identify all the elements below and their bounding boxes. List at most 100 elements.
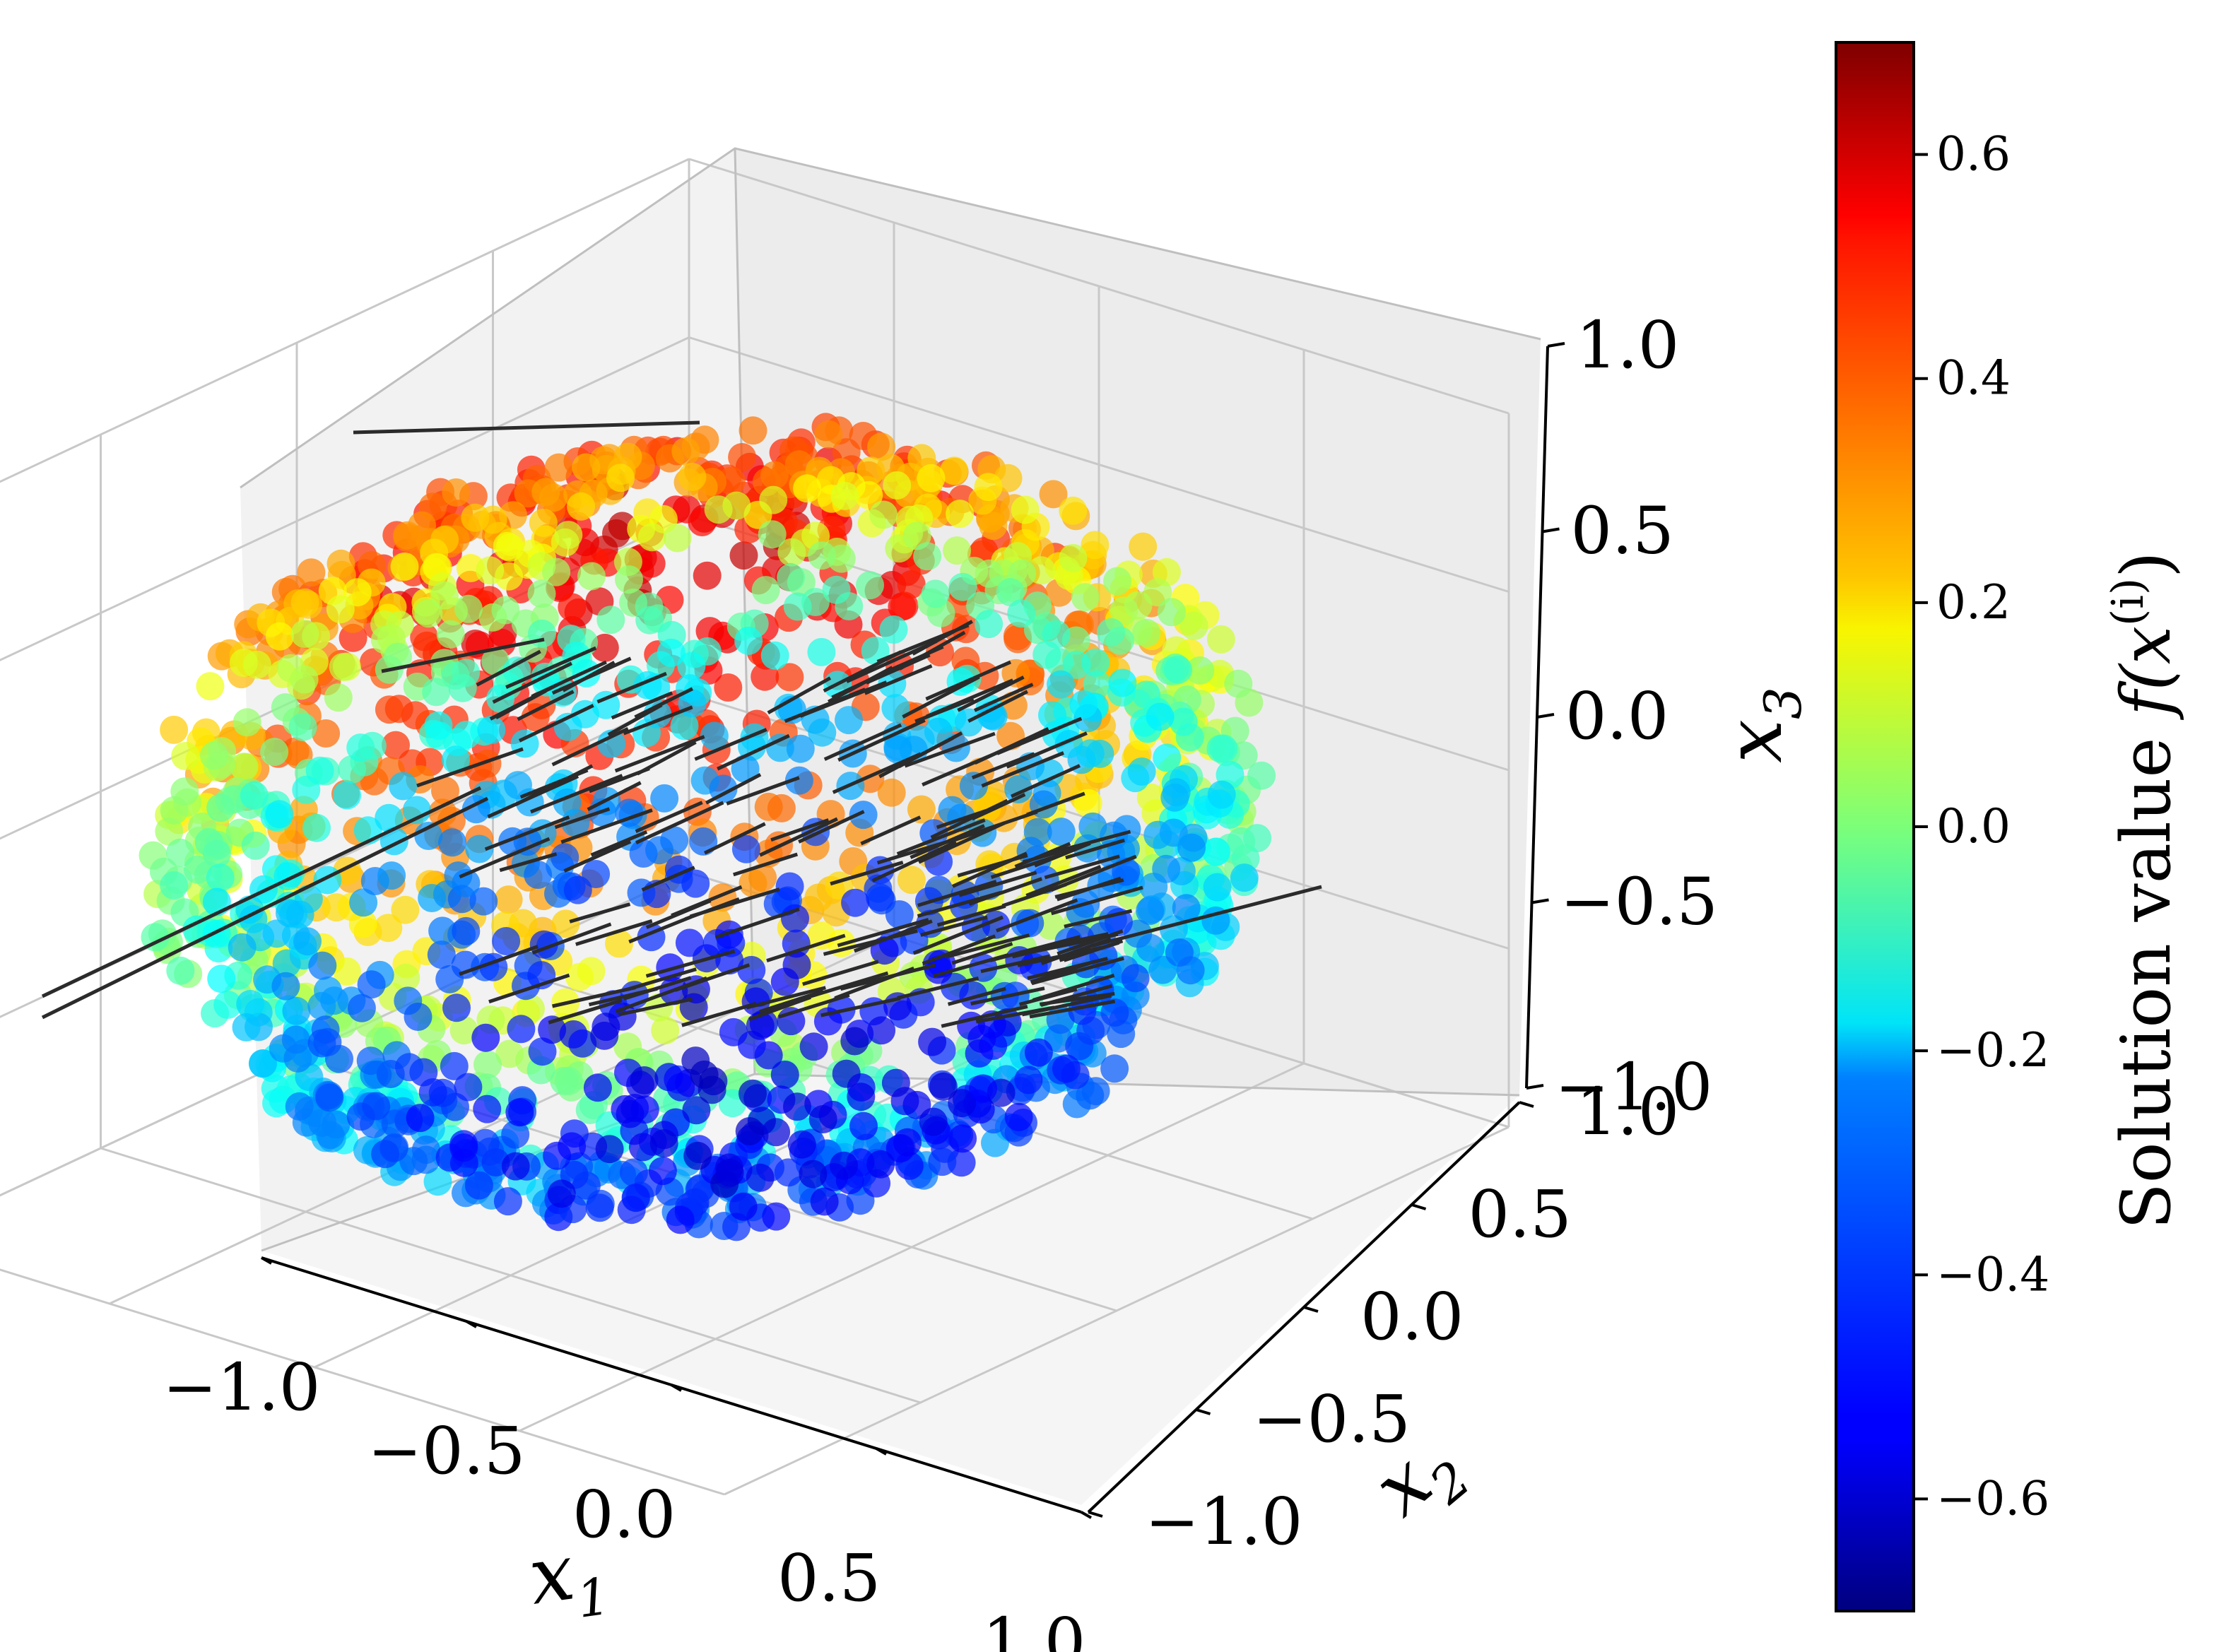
- data-point: [929, 1072, 958, 1101]
- data-point: [948, 1089, 977, 1118]
- data-point: [312, 719, 341, 748]
- data-point: [722, 491, 751, 520]
- data-point: [592, 1013, 620, 1042]
- colorbar-tick-label: −0.4: [1936, 1247, 2049, 1302]
- data-point: [924, 717, 953, 746]
- data-point: [575, 1096, 604, 1124]
- scatter-points: [139, 413, 1276, 1241]
- gradient-segment-long: [381, 637, 545, 673]
- data-point: [563, 875, 592, 904]
- pane-edges: [240, 147, 1541, 1252]
- gradient-segment: [854, 919, 933, 953]
- gradient-segment: [635, 801, 724, 844]
- data-point: [404, 1003, 433, 1031]
- gradient-segment: [766, 933, 846, 962]
- data-point: [452, 721, 481, 749]
- data-point: [384, 642, 412, 671]
- x3-axis-label: x3: [1709, 687, 1813, 763]
- gradient-segment: [996, 898, 1078, 933]
- gradient-segment: [705, 772, 762, 805]
- gradient-segment: [967, 690, 1028, 723]
- gradient-segment: [518, 704, 594, 743]
- data-point: [572, 453, 601, 482]
- data-point: [877, 778, 906, 807]
- data-point: [1136, 783, 1165, 812]
- data-point: [1047, 670, 1075, 699]
- gradient-segment: [552, 986, 636, 1008]
- data-point: [493, 531, 522, 560]
- data-point: [554, 1066, 583, 1095]
- gradient-segment: [809, 971, 889, 998]
- gradient-segment: [1064, 909, 1133, 928]
- data-point: [840, 1027, 869, 1056]
- x1-tick: [1081, 1511, 1092, 1519]
- gradient-segments: [41, 420, 1322, 1028]
- data-point: [166, 838, 194, 867]
- data-point: [326, 549, 355, 578]
- data-point: [155, 817, 184, 846]
- data-point: [554, 521, 583, 549]
- gradient-segment: [499, 852, 558, 873]
- gradient-segment: [681, 1001, 757, 1027]
- data-point: [471, 1023, 500, 1052]
- data-point: [477, 716, 506, 744]
- data-point: [528, 1037, 557, 1066]
- data-point: [427, 940, 456, 969]
- data-point: [382, 731, 410, 760]
- data-point: [170, 777, 199, 806]
- gradient-segment: [635, 801, 703, 833]
- data-point: [959, 772, 988, 801]
- data-point: [491, 596, 520, 625]
- data-point: [1179, 611, 1208, 640]
- data-point: [438, 828, 466, 857]
- data-point: [670, 712, 699, 741]
- data-point: [784, 766, 813, 795]
- gradient-segment: [767, 676, 832, 714]
- data-point: [635, 606, 664, 635]
- data-point: [316, 1121, 345, 1150]
- gradient-segment: [717, 733, 790, 771]
- data-point: [830, 481, 859, 510]
- data-point: [418, 1078, 447, 1107]
- data-point: [731, 755, 760, 783]
- data-point: [943, 536, 972, 565]
- grid-line: [688, 158, 1510, 415]
- data-point: [207, 964, 236, 993]
- data-point: [928, 1147, 957, 1176]
- data-point: [1186, 656, 1215, 685]
- data-point: [424, 711, 453, 740]
- gradient-segment: [733, 852, 799, 877]
- data-point: [410, 623, 439, 651]
- data-point: [414, 822, 443, 850]
- data-point: [751, 662, 779, 691]
- data-point: [807, 921, 836, 950]
- data-point: [849, 1111, 878, 1140]
- data-point: [583, 1073, 612, 1102]
- grid-line: [688, 336, 1510, 593]
- x1-axis-label-sub: 1: [573, 1566, 613, 1629]
- x3-tick-label: −1.0: [1555, 1049, 1712, 1125]
- gradient-segment: [562, 661, 616, 692]
- data-point: [448, 673, 477, 702]
- data-point: [1227, 827, 1256, 856]
- data-point: [729, 1192, 758, 1221]
- data-point: [758, 520, 787, 549]
- gradient-segment: [980, 954, 1051, 974]
- gradient-segment: [645, 949, 736, 978]
- data-point: [183, 855, 212, 884]
- data-point: [577, 562, 606, 591]
- data-point: [228, 933, 257, 962]
- x1-tick-label: −1.0: [163, 1350, 320, 1425]
- data-point: [777, 538, 806, 567]
- data-point: [332, 957, 361, 986]
- data-point: [810, 1187, 839, 1216]
- gradient-segment-long: [353, 420, 700, 435]
- gradient-segment-long: [1088, 885, 1322, 949]
- data-point: [232, 1013, 261, 1042]
- data-point: [606, 464, 635, 492]
- data-point: [469, 887, 498, 916]
- data-point: [1078, 812, 1107, 841]
- colorbar-label-sup: (i): [2102, 578, 2153, 626]
- x3-axis-label-sub: 3: [1753, 687, 1813, 719]
- gradient-segment: [641, 866, 695, 892]
